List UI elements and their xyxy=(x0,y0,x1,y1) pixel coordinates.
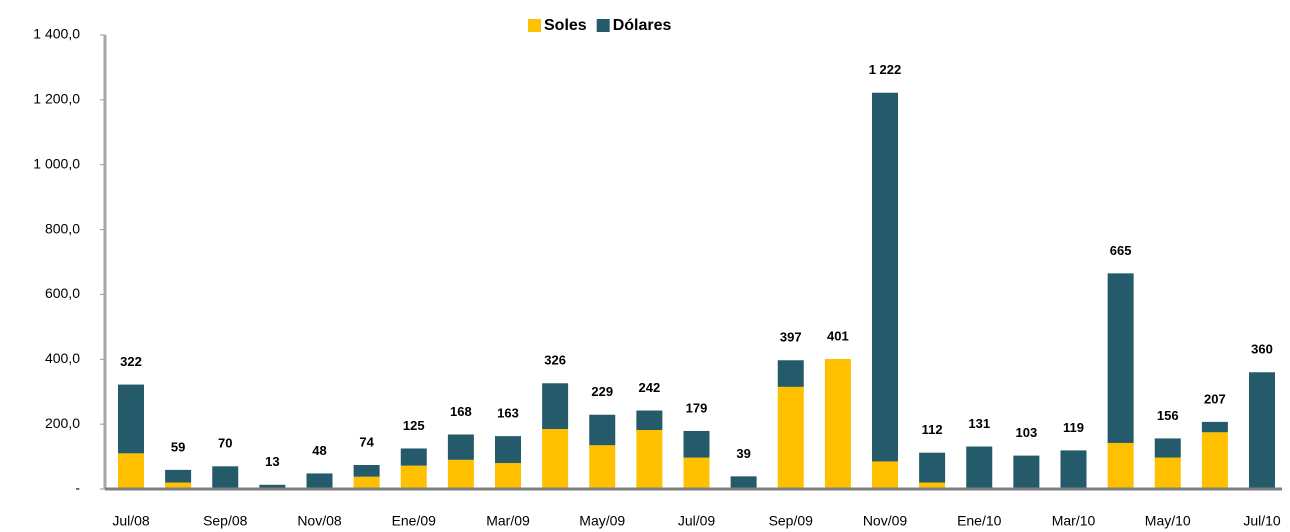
bar-segment xyxy=(495,463,521,489)
bar-segment xyxy=(118,453,144,489)
x-tick-label: Sep/09 xyxy=(769,513,814,529)
bar-segment xyxy=(353,465,380,477)
bar-segment xyxy=(400,448,427,466)
bar-segment xyxy=(259,484,286,489)
bar-segment xyxy=(1249,372,1275,489)
x-tick-label: Sep/08 xyxy=(203,513,248,529)
bar-segment xyxy=(1107,273,1134,443)
bar-segment xyxy=(1060,450,1087,489)
bar-segment xyxy=(306,473,333,489)
x-tick-label: Nov/08 xyxy=(297,513,342,529)
total-label: 242 xyxy=(639,380,661,395)
total-label: 48 xyxy=(312,443,326,458)
bar-segment xyxy=(447,459,474,489)
x-tick-label: May/09 xyxy=(579,513,625,529)
bar-segment xyxy=(165,482,192,489)
y-tick-label: 1 000,0 xyxy=(33,155,80,171)
total-label: 163 xyxy=(497,406,519,421)
bar-segment xyxy=(542,429,569,489)
bar-segment xyxy=(447,434,474,460)
y-tick-label: 200,0 xyxy=(45,415,80,431)
x-tick-label: Mar/10 xyxy=(1052,513,1096,529)
bar-segment xyxy=(872,461,898,489)
bar-segment xyxy=(683,457,710,489)
y-tick-label: 1 200,0 xyxy=(33,91,80,107)
bar-segment xyxy=(495,436,521,464)
total-label: 168 xyxy=(450,404,472,419)
bar-segment xyxy=(683,430,710,458)
bar-segment xyxy=(777,386,804,489)
x-tick-label: Mar/09 xyxy=(486,513,530,529)
x-tick-label: Jul/09 xyxy=(678,513,716,529)
bar-segment xyxy=(919,482,946,489)
total-label: 360 xyxy=(1251,342,1273,357)
x-tick-label: Jul/10 xyxy=(1243,513,1281,529)
bar-segment xyxy=(1154,438,1181,458)
bar-segment xyxy=(589,445,616,489)
total-label: 59 xyxy=(171,439,185,454)
total-label: 179 xyxy=(686,400,708,415)
bar-segment xyxy=(589,414,616,446)
bar-segment xyxy=(1201,421,1228,433)
bar-segment xyxy=(966,446,993,489)
bar-segment xyxy=(872,92,898,462)
total-label: 13 xyxy=(265,454,279,469)
bar-segment xyxy=(353,476,380,489)
total-label: 119 xyxy=(1063,420,1084,435)
bar-segment xyxy=(1154,457,1181,489)
bar-segment xyxy=(1201,432,1228,489)
legend-swatch xyxy=(528,19,541,32)
total-label: 131 xyxy=(968,416,990,431)
total-label: 229 xyxy=(591,384,613,399)
legend-label: Soles xyxy=(544,17,587,34)
total-label: 112 xyxy=(922,422,943,437)
x-tick-label: Ene/10 xyxy=(957,513,1002,529)
total-label: 207 xyxy=(1204,391,1226,406)
total-label: 39 xyxy=(736,446,750,461)
legend-swatch xyxy=(596,19,610,32)
x-tick-label: Jul/08 xyxy=(112,513,150,529)
bar-segment xyxy=(212,466,239,489)
total-label: 70 xyxy=(218,436,232,451)
y-tick-label: 800,0 xyxy=(45,220,80,236)
total-label: 156 xyxy=(1157,408,1179,423)
bar-segment xyxy=(400,465,427,489)
total-label: 125 xyxy=(403,418,425,433)
total-label: 103 xyxy=(1016,425,1038,440)
x-tick-label: May/10 xyxy=(1145,513,1191,529)
y-tick-label: 400,0 xyxy=(45,350,80,366)
total-label: 1 222 xyxy=(869,62,902,77)
total-label: 397 xyxy=(780,330,802,345)
bar-segment xyxy=(919,452,946,483)
bar-segment xyxy=(118,384,144,454)
bar-segment xyxy=(165,469,192,483)
bar-segment xyxy=(1013,455,1040,489)
bar-segment xyxy=(1107,442,1134,489)
total-label: 326 xyxy=(544,353,566,368)
bar-segment xyxy=(824,358,851,489)
bar-segment xyxy=(636,410,663,430)
total-label: 322 xyxy=(120,354,142,369)
x-tick-label: Nov/09 xyxy=(863,513,908,529)
y-tick-label: 600,0 xyxy=(45,285,80,301)
bar-segment xyxy=(777,360,804,387)
total-label: 665 xyxy=(1110,243,1132,258)
total-label: 401 xyxy=(827,328,849,343)
x-tick-label: Ene/09 xyxy=(392,513,437,529)
bar-segment xyxy=(636,429,663,489)
bar-segment xyxy=(542,383,569,430)
total-label: 74 xyxy=(359,434,374,449)
y-tick-label: 1 400,0 xyxy=(33,26,80,42)
bar-segment xyxy=(730,476,757,489)
legend-label: Dólares xyxy=(613,17,672,34)
y-tick-label: - xyxy=(75,480,80,496)
